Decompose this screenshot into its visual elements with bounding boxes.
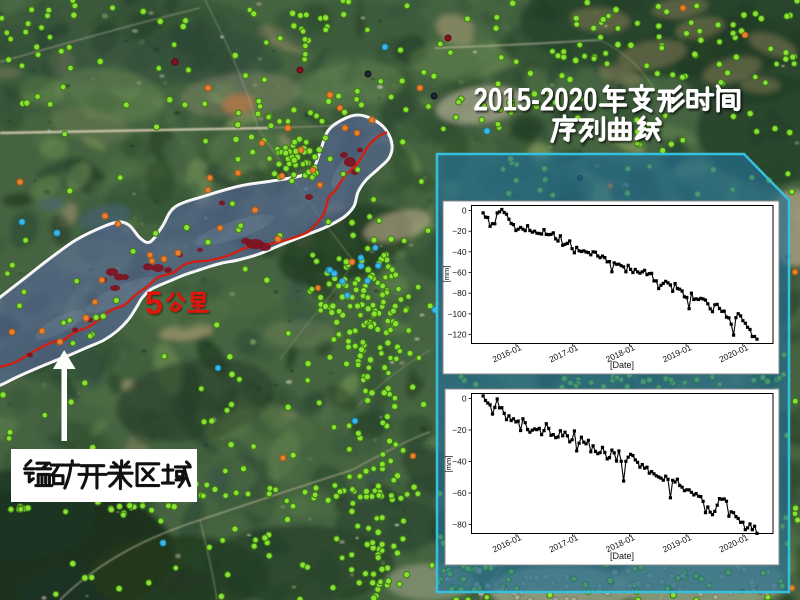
svg-text:−20: −20 [452,425,467,435]
svg-text:−40: −40 [452,247,467,257]
svg-text:−40: −40 [452,457,467,467]
svg-text:[mm]: [mm] [444,456,453,473]
svg-text:0: 0 [462,206,467,216]
svg-text:−100: −100 [448,309,467,319]
svg-text:0: 0 [462,394,467,404]
svg-text:5: 5 [145,285,163,321]
svg-text:[mm]: [mm] [442,266,451,283]
svg-text:−120: −120 [448,330,467,340]
svg-text:−80: −80 [452,288,467,298]
svg-text:−60: −60 [452,488,467,498]
svg-text:[Date]: [Date] [610,551,634,561]
svg-text:−20: −20 [452,226,467,236]
svg-text:[Date]: [Date] [610,360,634,370]
svg-text:−80: −80 [452,520,467,530]
svg-text:2015-2020: 2015-2020 [474,82,598,118]
svg-text:−60: −60 [452,268,467,278]
